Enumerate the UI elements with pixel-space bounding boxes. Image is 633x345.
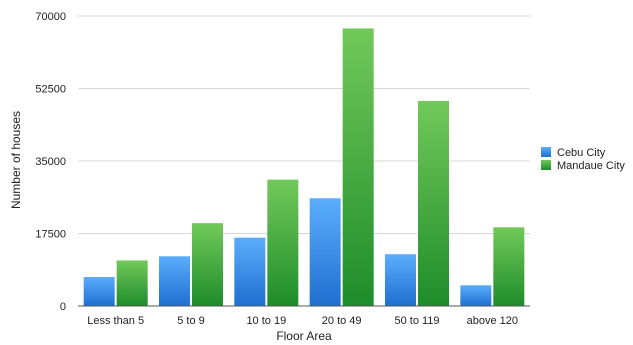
x-tick-label-50-to-119: 50 to 119 — [394, 315, 439, 327]
x-tick-label-20-to-49: 20 to 49 — [322, 315, 362, 327]
y-tick-label: 0 — [60, 301, 66, 313]
y-tick-label: 52500 — [35, 84, 66, 96]
x-tick-label-less-than-5: Less than 5 — [87, 315, 144, 327]
bar-mandaue-city-10-to-19 — [267, 179, 299, 306]
y-tick-label: 70000 — [35, 11, 66, 23]
legend: Cebu City Mandaue City — [541, 147, 625, 172]
bar-mandaue-city-20-to-49 — [342, 28, 374, 307]
bar-mandaue-city-above-120 — [493, 227, 525, 306]
bar-cebu-city-5-to-9 — [159, 256, 190, 306]
bars — [83, 28, 525, 307]
grid-lines — [78, 15, 530, 234]
legend-swatch-cebu-city — [541, 147, 551, 157]
legend-label-mandaue-city: Mandaue City — [557, 160, 625, 172]
x-tick-label-above-120: above 120 — [467, 315, 518, 327]
y-tick-label: 17500 — [35, 229, 66, 241]
bar-cebu-city-above-120 — [460, 285, 492, 306]
bar-cebu-city-50-to-119 — [385, 254, 416, 306]
bar-cebu-city-less-than-5 — [83, 277, 115, 306]
x-tick-label-5-to-9: 5 to 9 — [177, 315, 205, 327]
y-tick-label: 35000 — [35, 156, 66, 168]
y-axis-title: Number of houses — [9, 111, 23, 209]
x-tick-label-10-to-19: 10 to 19 — [246, 315, 286, 327]
y-tick-labels: 0 17500 35000 52500 70000 — [35, 11, 66, 313]
legend-label-cebu-city: Cebu City — [557, 147, 606, 159]
bar-cebu-city-20-to-49 — [309, 198, 341, 306]
legend-swatch-mandaue-city — [541, 160, 551, 170]
bar-mandaue-city-less-than-5 — [116, 260, 148, 306]
x-axis-title: Floor Area — [276, 329, 332, 343]
x-tick-labels: Less than 5 5 to 9 10 to 19 20 to 49 50 to 1… — [87, 315, 518, 327]
bar-cebu-city-10-to-19 — [234, 237, 266, 306]
bar-mandaue-city-50-to-119 — [418, 100, 449, 306]
bar-mandaue-city-5-to-9 — [192, 223, 223, 306]
